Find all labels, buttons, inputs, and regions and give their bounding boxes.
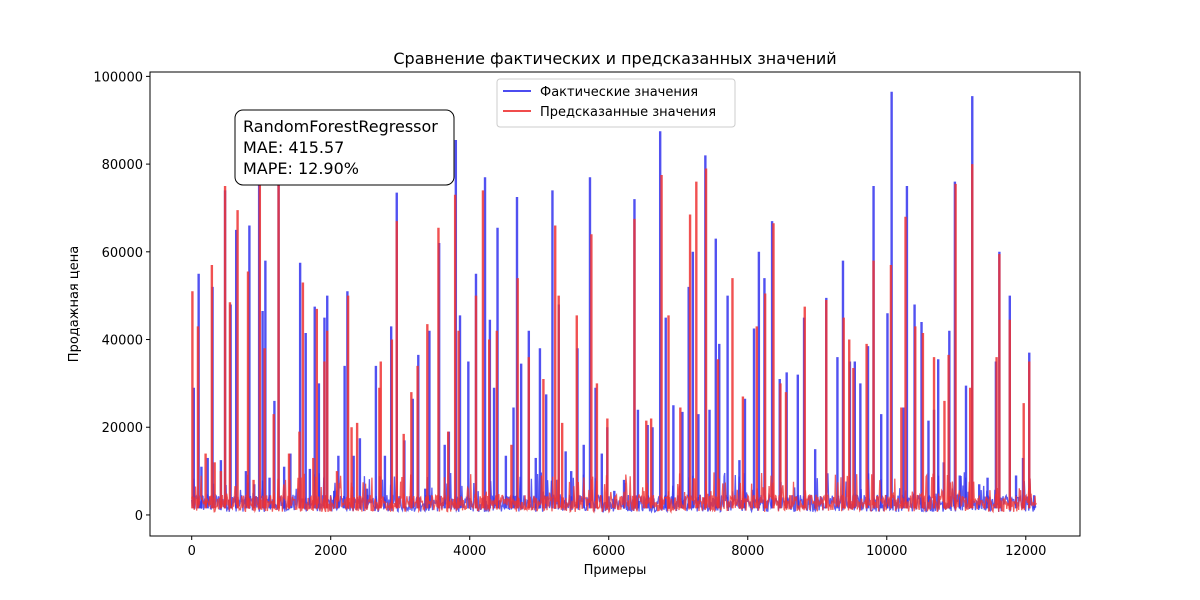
- legend-frame: [496, 78, 736, 128]
- x-tick-label: 8000: [731, 544, 764, 559]
- y-tick-label: 20000: [102, 421, 143, 436]
- chart-title: Сравнение фактических и предсказанных зн…: [393, 49, 836, 68]
- y-tick-label: 80000: [102, 158, 143, 173]
- metrics-mae: MAE: 415.57: [243, 138, 344, 157]
- x-axis-label: Примеры: [584, 563, 647, 578]
- x-tick-label: 4000: [453, 544, 486, 559]
- x-tick-label: 6000: [592, 544, 625, 559]
- plot-area-frame: [149, 71, 1081, 537]
- metrics-model-name: RandomForestRegressor: [243, 117, 438, 136]
- y-tick-label: 40000: [102, 334, 143, 349]
- y-axis: 0 20000 40000 60000 80000 100000: [93, 70, 150, 524]
- metrics-box: [234, 109, 455, 186]
- x-tick-label: 10000: [866, 544, 907, 559]
- y-axis-label: Продажная цена: [67, 246, 82, 362]
- legend-label-actual: Фактические значения: [540, 85, 698, 100]
- y-tick-label: 100000: [93, 70, 143, 85]
- metrics-mape: MAPE: 12.90%: [243, 159, 359, 178]
- metrics-annotation: RandomForestRegressor MAE: 415.57 MAPE: …: [234, 109, 455, 186]
- x-tick-label: 12000: [1005, 544, 1046, 559]
- x-tick-label: 2000: [314, 544, 347, 559]
- x-axis: 0 2000 4000 6000 8000 10000 12000: [188, 536, 1046, 559]
- legend: Фактические значения Предсказанные значе…: [496, 78, 736, 128]
- legend-label-predicted: Предсказанные значения: [540, 105, 716, 120]
- x-tick-label: 0: [188, 544, 196, 559]
- series-baseline-predicted: [191, 472, 1037, 514]
- y-tick-label: 0: [135, 509, 143, 524]
- y-tick-label: 60000: [102, 246, 143, 261]
- series-layer: [191, 91, 1037, 514]
